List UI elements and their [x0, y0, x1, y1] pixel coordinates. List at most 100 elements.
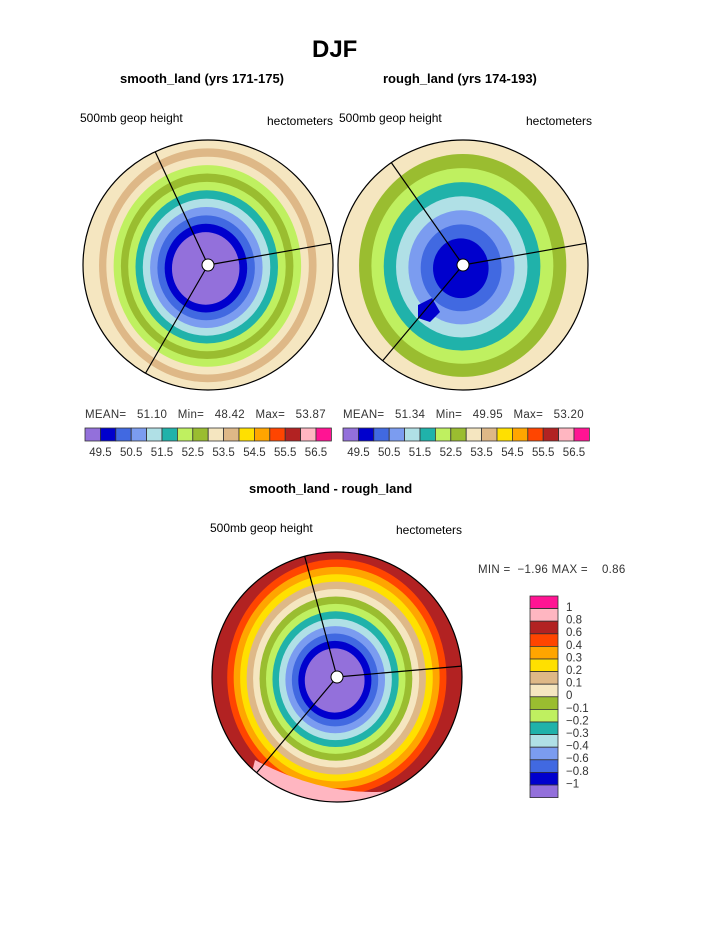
colorbar-box: [130, 427, 147, 442]
colorbar-tick-label: 1: [566, 602, 572, 614]
panel1-units: hectometers: [267, 114, 334, 128]
colorbar-box: [192, 427, 209, 442]
colorbar-tick-label: −0.1: [566, 703, 589, 715]
colorbar-box: [269, 427, 286, 442]
colorbar-tick-label: 0.6: [566, 627, 582, 639]
panel3-units: hectometers: [396, 523, 463, 537]
colorbar-box: [529, 595, 559, 610]
colorbar-tick-label: −0.2: [566, 715, 589, 727]
colorbar-tick-label: 55.5: [274, 447, 296, 459]
colorbar-tick-label: 0.8: [566, 615, 582, 627]
colorbar-box: [84, 427, 101, 442]
colorbar-box: [161, 427, 178, 442]
meridian-line: [304, 556, 338, 678]
colorbar-tick-label: 55.5: [532, 447, 554, 459]
colorbar-tick-label: −0.4: [566, 741, 589, 753]
colorbar-box: [465, 427, 483, 442]
colorbar-box: [529, 620, 559, 635]
colorbar-box: [115, 427, 132, 442]
colorbar-box: [529, 608, 559, 622]
colorbar-box: [529, 759, 559, 773]
panel2-units: hectometers: [526, 114, 593, 128]
meridian-line: [256, 676, 338, 774]
colorbar-box: [529, 772, 559, 786]
colorbar-tick-label: 53.5: [470, 447, 492, 459]
colorbar-box: [315, 427, 332, 442]
colorbar-box: [529, 721, 559, 736]
colorbar-tick-label: 49.5: [89, 447, 111, 459]
colorbar-tick-label: 0.4: [566, 640, 583, 652]
figure-title: DJF: [312, 36, 358, 63]
colorbar-box: [529, 734, 559, 748]
colorbar-tick-label: −1: [566, 778, 579, 790]
colorbar-tick-label: 0: [566, 690, 572, 702]
colorbar-box: [529, 633, 559, 647]
colorbar-box: [223, 427, 240, 442]
colorbar-box: [419, 427, 436, 442]
panel3-left-label: 500mb geop height: [210, 521, 313, 535]
meridian-line: [144, 264, 209, 374]
colorbar-box: [529, 646, 559, 660]
colorbar-box: [434, 427, 452, 442]
pole-marker: [456, 258, 470, 272]
colorbar-box: [527, 427, 544, 442]
colorbar-box: [100, 427, 117, 442]
meridian-line: [154, 151, 209, 266]
colorbar-box: [342, 427, 359, 442]
panel1-title: smooth_land (yrs 171-175): [120, 71, 285, 86]
colorbar-box: [357, 427, 375, 442]
colorbar-box: [529, 784, 559, 799]
colorbar-box: [558, 427, 575, 442]
colorbar-box: [529, 709, 559, 723]
panel3-title: smooth_land - rough_land: [249, 481, 413, 496]
panel2-stats: MEAN= 51.34 Min= 49.95 Max= 53.20: [343, 409, 584, 421]
colorbar-box: [238, 427, 255, 442]
colorbar-box: [207, 427, 224, 442]
colorbar-box: [404, 427, 421, 442]
colorbar-box: [496, 427, 513, 442]
panel2-left-label: 500mb geop height: [339, 111, 442, 125]
colorbar-box: [388, 427, 406, 442]
colorbar-tick-label: 51.5: [151, 447, 173, 459]
colorbar-box: [284, 427, 302, 442]
colorbar-tick-label: 54.5: [243, 447, 265, 459]
colorbar-tick-label: −0.6: [566, 753, 589, 765]
colorbar-tick-label: 51.5: [409, 447, 431, 459]
pole-marker: [201, 258, 215, 272]
panel2-border: [337, 139, 589, 391]
colorbar-box: [529, 658, 559, 673]
colorbar-box: [529, 696, 559, 710]
colorbar-box: [512, 427, 529, 442]
colorbar-tick-label: 56.5: [563, 447, 585, 459]
colorbar-box: [373, 427, 390, 442]
panel3-border: [211, 551, 463, 803]
colorbar-tick-label: 54.5: [501, 447, 523, 459]
colorbar-box: [529, 746, 559, 761]
panel1-border: [82, 139, 334, 391]
panel3-stats: MIN = −1.96 MAX = 0.86: [478, 564, 626, 576]
panel1-stats: MEAN= 51.10 Min= 48.42 Max= 53.87: [85, 409, 326, 421]
colorbar-tick-label: −0.8: [566, 766, 589, 778]
colorbar-tick-label: 52.5: [182, 447, 204, 459]
meridian-line: [382, 264, 464, 362]
colorbar-box: [300, 427, 317, 442]
contour-band: [418, 298, 440, 322]
colorbar-tick-label: 0.1: [566, 678, 582, 690]
colorbar-box: [529, 671, 559, 685]
colorbar-tick-label: 52.5: [440, 447, 462, 459]
panel1-left-label: 500mb geop height: [80, 111, 183, 125]
meridian-line: [390, 162, 464, 266]
colorbar-box: [450, 427, 467, 442]
meridian-line: [462, 242, 587, 266]
meridian-line: [207, 242, 332, 266]
colorbar-box: [542, 427, 560, 442]
colorbar-box: [146, 427, 163, 442]
colorbar-tick-label: 49.5: [347, 447, 369, 459]
colorbar-box: [176, 427, 194, 442]
colorbar-box: [573, 427, 590, 442]
colorbar-box: [529, 683, 559, 698]
colorbar-tick-label: 56.5: [305, 447, 327, 459]
meridian-line: [336, 665, 462, 678]
